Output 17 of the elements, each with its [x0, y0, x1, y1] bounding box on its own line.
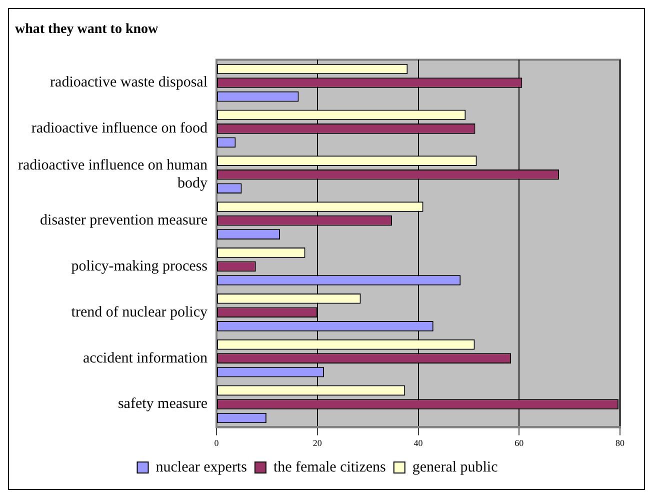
text: what they want to know [15, 22, 160, 38]
y-tick-label: policy-making process [71, 258, 208, 274]
legend-label: general public [412, 459, 498, 476]
y-tick-label: disaster prevention measure [40, 212, 208, 228]
x-tick-label: 40 [414, 438, 424, 448]
legend-label: nuclear experts [156, 459, 248, 476]
y-tick-label: trend of nuclear policy [71, 304, 208, 320]
y-tick-label: radioactive influence on food [31, 120, 208, 137]
y-tick-label: safety measure [118, 396, 208, 412]
legend-label: the female citizens [273, 459, 386, 476]
x-tick-label: 0 [214, 438, 220, 448]
y-tick-label: radioactive influence on human body [18, 158, 208, 192]
y-tick-label: accident information [82, 350, 208, 366]
x-tick-label: 20 [312, 438, 322, 448]
x-tick-label: 60 [514, 438, 524, 448]
x-tick-label: 80 [616, 438, 625, 448]
y-tick-label: radioactive waste disposal [50, 74, 208, 91]
